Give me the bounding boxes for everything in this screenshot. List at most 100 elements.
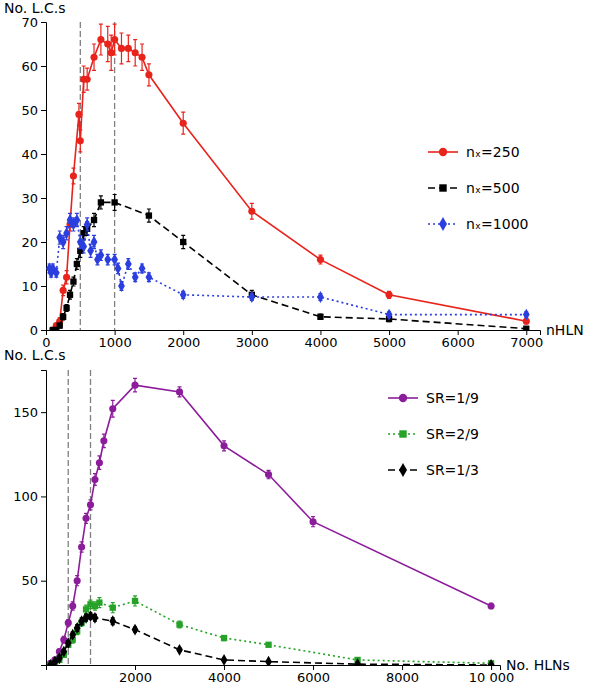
data-point [57, 322, 63, 328]
reference-line [80, 22, 81, 330]
series [47, 610, 494, 665]
y-tick: 40 [21, 147, 46, 162]
x-tick: 1000 [99, 330, 132, 350]
data-point [132, 271, 139, 283]
data-point [138, 54, 145, 61]
legend: nₓ=250nₓ=500nₓ=1000 [428, 144, 528, 232]
plot-area [47, 370, 495, 665]
series [49, 24, 530, 330]
data-point [265, 471, 272, 478]
series [50, 194, 530, 330]
data-point [100, 437, 107, 444]
y-tick-mark [41, 581, 46, 582]
data-point [91, 476, 98, 483]
data-point [104, 40, 111, 47]
data-point [523, 326, 529, 330]
data-point [91, 236, 98, 248]
data-point [488, 602, 495, 609]
data-point [87, 501, 94, 508]
x-tick-label: 7000 [510, 335, 543, 350]
data-point [488, 659, 495, 665]
data-point [97, 36, 104, 43]
legend-swatch-marker [399, 394, 407, 402]
x-axis-title: No. HLNs [506, 657, 570, 673]
series-line [50, 616, 491, 665]
data-point [96, 459, 103, 466]
legend-label: SR=1/9 [426, 390, 479, 406]
plot-area [46, 22, 530, 330]
data-point [180, 120, 187, 127]
data-point [75, 111, 82, 118]
legend-label: nₓ=250 [466, 144, 520, 160]
legend-label: SR=1/3 [426, 462, 479, 478]
data-point [73, 214, 80, 226]
data-point [63, 227, 70, 239]
x-tick-label: 4000 [208, 670, 241, 685]
data-point [180, 239, 186, 245]
x-tick-label: 5000 [373, 335, 406, 350]
x-tick: 3000 [236, 330, 269, 350]
y-tick-mark [41, 286, 46, 287]
y-tick: 70 [21, 15, 46, 30]
data-point [87, 245, 94, 257]
y-tick-mark [41, 198, 46, 199]
y-axis-line [41, 371, 47, 666]
x-tick-label: 6000 [297, 670, 330, 685]
y-axis-line [41, 23, 47, 331]
y-tick-mark [41, 496, 46, 497]
data-point [125, 45, 132, 52]
x-tick-label: 2000 [119, 670, 152, 685]
reference-line [114, 22, 115, 330]
legend-swatch-marker [439, 217, 447, 231]
y-tick-label: 20 [21, 235, 38, 250]
data-point [70, 172, 77, 179]
x-tick: 4000 [304, 330, 337, 350]
data-point [139, 263, 146, 275]
x-tick-label: 2000 [167, 335, 200, 350]
data-point [74, 622, 81, 634]
data-point [176, 621, 182, 627]
x-axis-line [47, 666, 501, 671]
chart-canvas: 0100020003000400050006000700001020304050… [0, 0, 600, 690]
y-tick-mark [41, 66, 46, 67]
data-point [385, 291, 392, 298]
y-tick-mark [41, 242, 46, 243]
legend-item: SR=1/3 [388, 462, 479, 478]
x-tick-label: 8000 [386, 670, 419, 685]
data-point [220, 442, 227, 449]
data-point [78, 543, 85, 550]
y-tick: 150 [13, 405, 46, 420]
y-tick-mark [41, 110, 46, 111]
y-tick-label: 60 [21, 59, 38, 74]
x-tick-label: 1000 [99, 335, 132, 350]
x-tick: 6000 [442, 330, 475, 350]
data-point [386, 309, 393, 321]
data-point [523, 309, 530, 321]
x-tick: 7000 [510, 330, 543, 350]
data-point [60, 314, 66, 320]
x-tick-label: 3000 [236, 335, 269, 350]
data-point [74, 261, 80, 267]
y-tick-label: 50 [21, 103, 38, 118]
legend-swatch-marker [439, 148, 447, 156]
data-point [84, 219, 91, 231]
data-point [53, 267, 60, 279]
legend-swatch-marker [439, 184, 446, 191]
data-point [111, 36, 118, 43]
y-tick: 60 [21, 59, 46, 74]
data-point [67, 292, 73, 298]
series-line [50, 601, 491, 665]
x-tick-label: 4000 [304, 335, 337, 350]
data-point [118, 45, 125, 52]
data-point [82, 515, 89, 522]
data-point [65, 637, 72, 649]
data-point [132, 49, 139, 56]
y-tick-label: 150 [13, 405, 38, 420]
legend-item: nₓ=500 [428, 180, 520, 196]
legend-swatch-marker [399, 463, 407, 477]
data-point [309, 518, 316, 525]
data-point [96, 599, 102, 605]
data-point [63, 305, 69, 311]
legend-item: SR=1/9 [388, 390, 479, 406]
y-tick-label: 30 [21, 191, 38, 206]
